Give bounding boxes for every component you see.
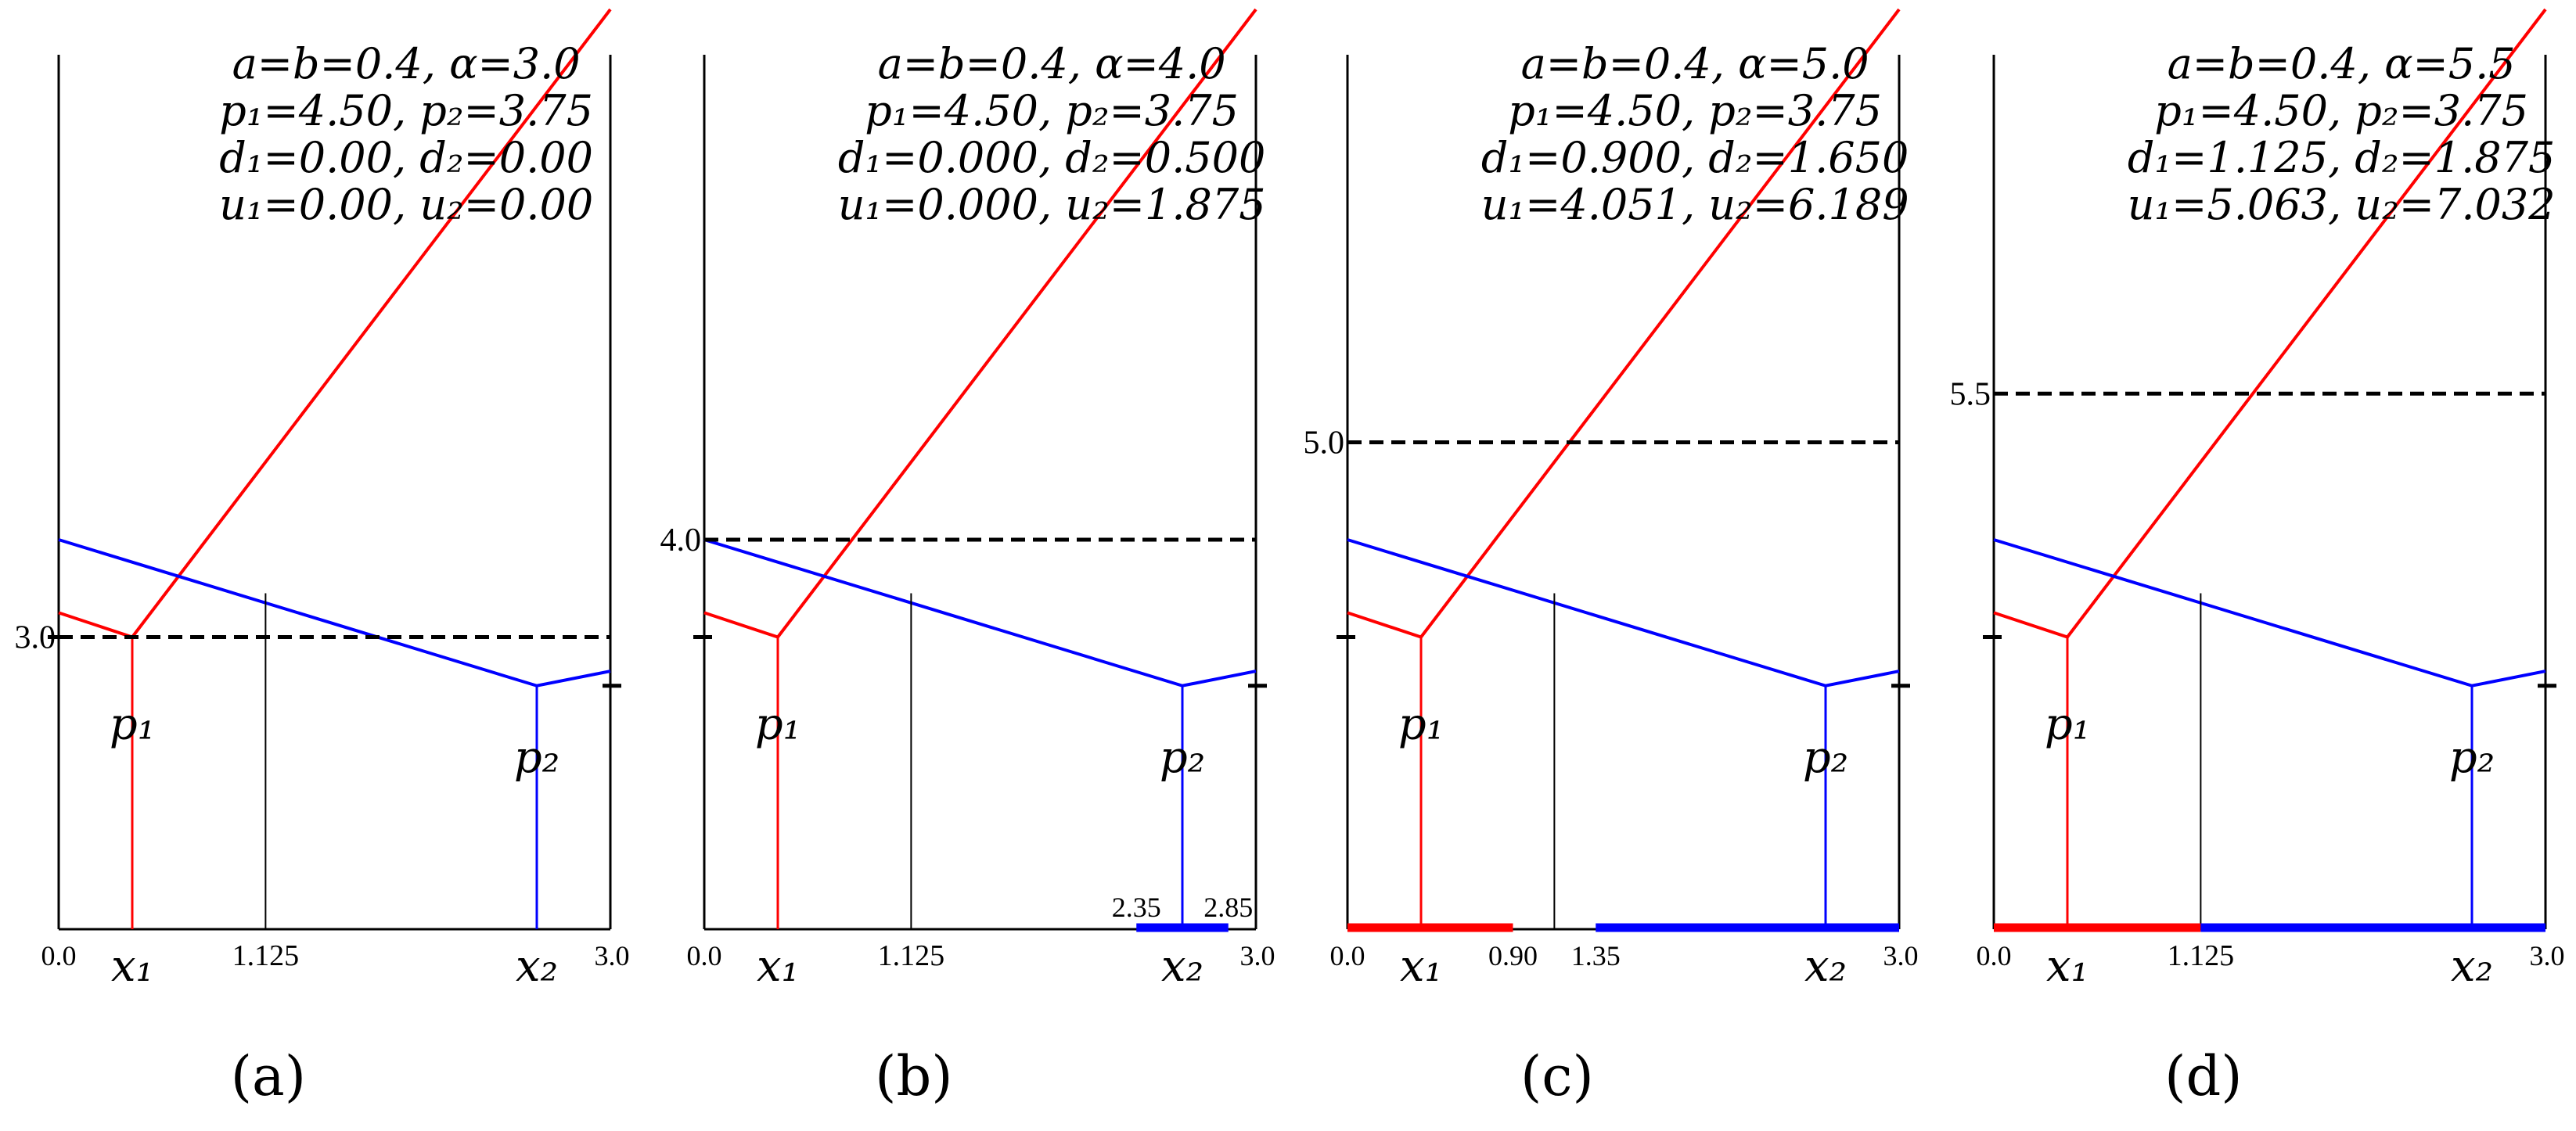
axis-start-label: 0.0 [687, 940, 722, 971]
panel-c: 5.0 a=b=0.4, α=5.0p₁=4.50, p₂=3.75d₁=0.90… [1304, 8, 1919, 1108]
axis-end-label: 3.0 [595, 940, 630, 971]
axis-start-label: 0.0 [1977, 940, 2012, 971]
alpha-level-label: 3.0 [15, 620, 56, 656]
header-line-4: u₁=4.051, u₂=6.189 [1481, 180, 1909, 229]
p2-label: p₂ [1803, 732, 1848, 783]
alpha-level-label: 4.0 [660, 522, 702, 558]
panel-d: 5.5 a=b=0.4, α=5.5p₁=4.50, p₂=3.75d₁=1.12… [1950, 8, 2565, 1108]
intersection-x-label: 1.125 [878, 939, 945, 972]
header-line-4: u₁=0.000, u₂=1.875 [838, 180, 1266, 229]
blue-interval-label-1: 1.35 [1571, 940, 1621, 971]
p1-label: p₁ [2045, 699, 2090, 750]
x2-label: x₂ [1161, 941, 1203, 992]
alpha-level-label: 5.0 [1304, 425, 1345, 461]
blue-interval-label-1: 2.35 [1112, 892, 1161, 923]
blue-interval-label-2: 2.85 [1203, 892, 1253, 923]
panel-caption: (d) [2164, 1044, 2242, 1108]
x1-label: x₁ [2046, 941, 2089, 992]
header-line-2: p₁=4.50, p₂=3.75 [865, 86, 1239, 135]
axis-end-label: 3.0 [2530, 940, 2565, 971]
panel-a: 3.0 a=b=0.4, α=3.0p₁=4.50, p₂=3.75d₁=0.00… [15, 8, 630, 1108]
panel-caption: (c) [1520, 1044, 1594, 1108]
panel-caption: (a) [231, 1044, 306, 1108]
x1-label: x₁ [111, 941, 153, 992]
header-line-3: d₁=0.900, d₂=1.650 [1481, 133, 1909, 182]
p1-label: p₁ [1398, 699, 1444, 750]
header-line-1: a=b=0.4, α=4.0 [878, 39, 1226, 88]
x1-label: x₁ [757, 941, 799, 992]
axis-end-label: 3.0 [1883, 940, 1919, 971]
axis-start-label: 0.0 [1330, 940, 1365, 971]
x2-label: x₂ [2451, 941, 2493, 992]
header-line-3: d₁=0.00, d₂=0.00 [219, 133, 593, 182]
p2-label: p₂ [2449, 732, 2495, 783]
blue-distance-curve [703, 538, 1257, 688]
header-line-2: p₁=4.50, p₂=3.75 [2154, 86, 2528, 135]
x2-label: x₂ [516, 941, 558, 992]
red-interval-end-label: 0.90 [1488, 940, 1538, 971]
blue-distance-curve [1993, 538, 2546, 688]
header-line-1: a=b=0.4, α=3.0 [232, 39, 581, 88]
header-line-4: u₁=0.00, u₂=0.00 [219, 180, 593, 229]
header-line-1: a=b=0.4, α=5.5 [2168, 39, 2516, 88]
p1-label: p₁ [110, 699, 155, 750]
alpha-level-label: 5.5 [1950, 376, 1991, 412]
blue-distance-curve [58, 538, 611, 688]
panel-caption: (b) [875, 1044, 952, 1108]
header-line-4: u₁=5.063, u₂=7.032 [2128, 180, 2556, 229]
header-line-3: d₁=0.000, d₂=0.500 [838, 133, 1265, 182]
x2-label: x₂ [1804, 941, 1847, 992]
axis-end-label: 3.0 [1240, 940, 1275, 971]
header-line-2: p₁=4.50, p₂=3.75 [219, 86, 593, 135]
p2-label: p₂ [1160, 732, 1205, 783]
p1-label: p₁ [755, 699, 801, 750]
intersection-x-label: 1.125 [232, 939, 300, 972]
header-line-3: d₁=1.125, d₂=1.875 [2128, 133, 2555, 182]
axis-start-label: 0.0 [41, 940, 77, 971]
blue-distance-curve [1347, 538, 1900, 688]
header-line-1: a=b=0.4, α=5.0 [1521, 39, 1869, 88]
p2-label: p₂ [514, 732, 559, 783]
header-line-2: p₁=4.50, p₂=3.75 [1508, 86, 1882, 135]
x1-label: x₁ [1400, 941, 1442, 992]
intersection-x-label: 1.125 [2168, 939, 2235, 972]
panel-b: 4.0 a=b=0.4, α=4.0p₁=4.50, p₂=3.75d₁=0.00… [660, 8, 1275, 1108]
